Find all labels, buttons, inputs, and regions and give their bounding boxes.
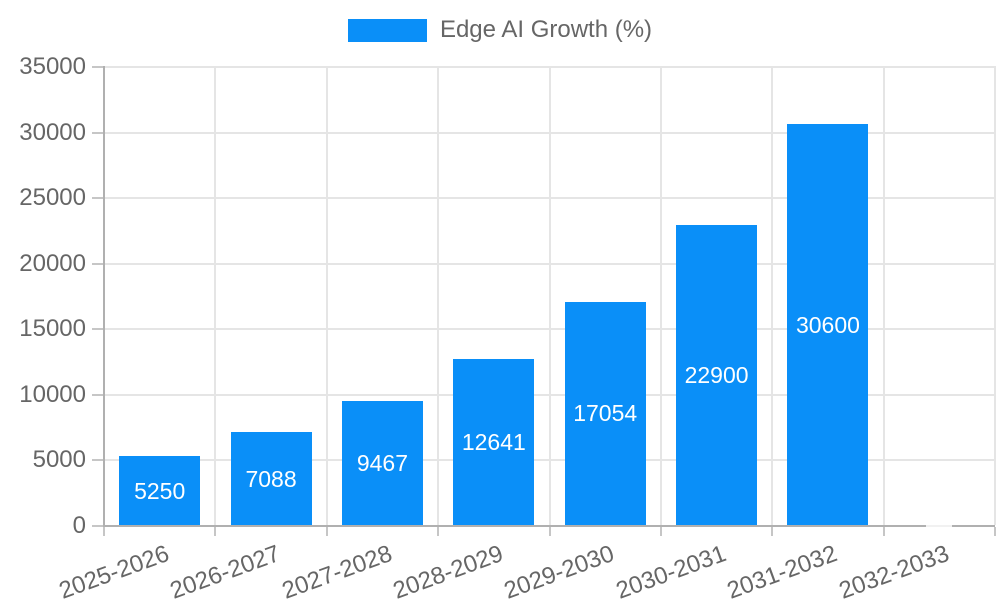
x-tick-mark bbox=[437, 527, 440, 536]
x-tick-mark bbox=[325, 527, 328, 536]
y-tick-mark bbox=[92, 524, 103, 527]
x-tick-mark bbox=[103, 527, 105, 536]
legend: Edge AI Growth (%) bbox=[0, 17, 1000, 43]
bar bbox=[230, 432, 312, 525]
x-gridline bbox=[325, 66, 328, 525]
bar bbox=[676, 225, 758, 525]
bar bbox=[453, 359, 535, 525]
y-axis-tick-label: 20000 bbox=[19, 249, 86, 277]
x-tick-mark bbox=[771, 527, 774, 536]
y-tick-mark bbox=[92, 459, 103, 461]
x-category-label: 2027-2028 bbox=[278, 540, 396, 600]
y-tick-mark bbox=[92, 262, 103, 265]
x-gridline bbox=[994, 66, 996, 525]
x-gridline bbox=[659, 66, 662, 525]
x-tick-mark bbox=[882, 527, 885, 536]
x-axis-line bbox=[103, 525, 995, 527]
x-gridline bbox=[771, 66, 774, 525]
x-category-label: 2032-2033 bbox=[835, 540, 953, 600]
x-gridline bbox=[437, 66, 440, 525]
zero-bar-artifact bbox=[926, 523, 953, 530]
x-category-label: 2028-2029 bbox=[389, 540, 507, 600]
x-category-label: 2029-2030 bbox=[500, 540, 619, 600]
bar-value-label: 12641 bbox=[461, 429, 526, 456]
y-axis-tick-label: 30000 bbox=[19, 118, 86, 146]
y-tick-mark bbox=[92, 328, 103, 330]
bar bbox=[564, 301, 646, 525]
y-tick-mark bbox=[92, 131, 103, 134]
y-tick-mark bbox=[92, 197, 103, 199]
bar-value-label: 30600 bbox=[795, 311, 860, 338]
x-category-label: 2030-2031 bbox=[612, 540, 730, 600]
bar bbox=[119, 456, 201, 525]
x-gridline bbox=[214, 66, 217, 525]
bar bbox=[341, 400, 423, 525]
x-category-label: 2031-2032 bbox=[723, 540, 841, 600]
y-axis-tick-label: 15000 bbox=[19, 315, 86, 342]
y-axis-tick-label: 25000 bbox=[19, 184, 86, 211]
x-tick-mark bbox=[994, 527, 996, 536]
x-tick-mark bbox=[214, 527, 217, 536]
bar-value-label: 7088 bbox=[245, 465, 297, 492]
bar-value-label: 5250 bbox=[134, 477, 186, 504]
bar-value-label: 17054 bbox=[573, 400, 638, 427]
y-tick-mark bbox=[92, 66, 103, 68]
bar-value-label: 22900 bbox=[684, 362, 749, 388]
x-category-label: 2026-2027 bbox=[166, 540, 284, 600]
y-axis-tick-label: 0 bbox=[72, 511, 86, 539]
y-axis-line bbox=[103, 66, 105, 527]
x-tick-mark bbox=[548, 527, 551, 536]
x-gridline bbox=[548, 66, 551, 525]
legend-label: Edge AI Growth (%) bbox=[439, 16, 653, 43]
x-category-label: 2025-2026 bbox=[55, 540, 173, 600]
y-tick-mark bbox=[92, 393, 103, 396]
y-axis-tick-label: 5000 bbox=[32, 446, 86, 473]
bar bbox=[787, 124, 869, 525]
legend-swatch bbox=[347, 18, 427, 42]
y-axis-tick-label: 35000 bbox=[19, 53, 86, 80]
bar-value-label: 9467 bbox=[356, 449, 409, 476]
x-tick-mark bbox=[659, 527, 662, 536]
y-axis-tick-label: 10000 bbox=[19, 380, 86, 408]
x-gridline bbox=[882, 66, 885, 525]
